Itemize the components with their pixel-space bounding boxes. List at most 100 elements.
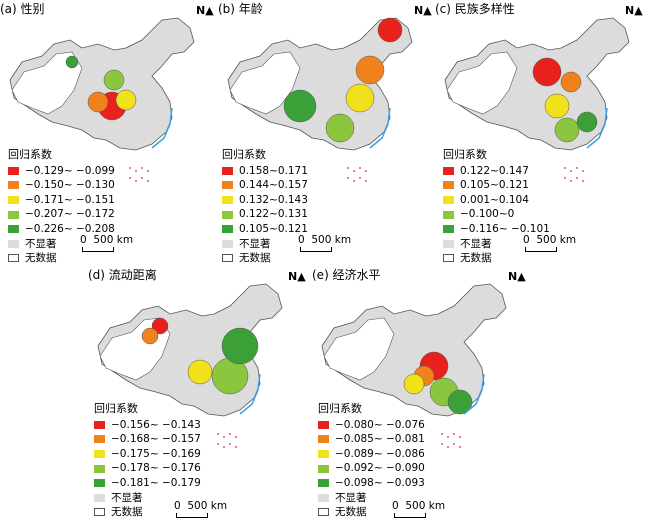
class-region bbox=[544, 93, 570, 119]
legend-item: −0.129~ −0.099 bbox=[8, 164, 115, 179]
class-region bbox=[187, 359, 213, 385]
legend-no-data: 无数据 bbox=[318, 505, 425, 520]
island-dot bbox=[453, 433, 455, 435]
panel-title: (e) 经济水平 bbox=[312, 268, 381, 282]
legend-swatch bbox=[94, 435, 105, 444]
legend-swatch bbox=[222, 225, 233, 234]
island-dot bbox=[141, 167, 143, 169]
legend-no-data: 无数据 bbox=[8, 251, 115, 266]
panel-title: (c) 民族多样性 bbox=[435, 2, 515, 16]
legend-no-data: 无数据 bbox=[94, 505, 201, 520]
legend-item: −0.092~ −0.090 bbox=[318, 461, 425, 476]
legend-item: −0.150~ −0.130 bbox=[8, 178, 115, 193]
island-dot bbox=[359, 167, 361, 169]
map-regions bbox=[227, 17, 413, 182]
map-regions bbox=[97, 283, 283, 448]
island-dot bbox=[235, 446, 237, 448]
coastline bbox=[239, 373, 261, 415]
legend-swatch-white bbox=[443, 254, 454, 263]
legend-swatch bbox=[8, 196, 19, 205]
north-arrow-icon: N▲ bbox=[196, 4, 214, 17]
class-region bbox=[403, 373, 425, 395]
legend: 回归系数 −0.156~ −0.143 −0.168~ −0.157 −0.17… bbox=[94, 402, 201, 520]
class-region bbox=[355, 55, 385, 85]
legend-not-significant: 不显著 bbox=[8, 237, 115, 252]
map-regions bbox=[321, 283, 507, 448]
legend-swatch-gray bbox=[8, 239, 19, 248]
class-region bbox=[325, 113, 355, 143]
scale-bar: 0 500 km bbox=[392, 500, 445, 518]
coastline bbox=[369, 107, 391, 149]
island-dot bbox=[459, 446, 461, 448]
island-dot bbox=[576, 177, 578, 179]
class-region bbox=[141, 327, 159, 345]
island-dot bbox=[223, 436, 225, 438]
class-region bbox=[103, 69, 125, 91]
legend-swatch bbox=[318, 479, 329, 488]
legend-title: 回归系数 bbox=[8, 148, 52, 161]
legend-title: 回归系数 bbox=[443, 148, 487, 161]
legend-item: −0.207~ −0.172 bbox=[8, 207, 115, 222]
island-dot bbox=[147, 180, 149, 182]
legend-not-significant: 不显著 bbox=[443, 237, 550, 252]
legend-item: 0.158~0.171 bbox=[222, 164, 308, 179]
legend-swatch-white bbox=[222, 254, 233, 263]
china-map bbox=[321, 283, 507, 448]
panel-title: (a) 性别 bbox=[0, 2, 45, 16]
island-dot bbox=[129, 167, 131, 169]
class-region bbox=[554, 117, 580, 143]
legend-swatch bbox=[8, 181, 19, 190]
class-region bbox=[283, 89, 317, 123]
legend-swatch bbox=[94, 464, 105, 473]
coastline bbox=[463, 373, 485, 415]
legend-item: −0.116~ −0.101 bbox=[443, 222, 550, 237]
legend-not-significant: 不显著 bbox=[94, 491, 201, 506]
island-dot bbox=[582, 170, 584, 172]
legend-item: −0.085~ −0.081 bbox=[318, 432, 425, 447]
legend-swatch bbox=[318, 464, 329, 473]
legend-swatch bbox=[222, 210, 233, 219]
legend-not-significant: 不显著 bbox=[222, 237, 308, 252]
legend-item: −0.156~ −0.143 bbox=[94, 418, 201, 433]
panel-title: (b) 年龄 bbox=[218, 2, 263, 16]
legend-title: 回归系数 bbox=[222, 148, 266, 161]
island-dot bbox=[353, 170, 355, 172]
legend-item: −0.100~0 bbox=[443, 207, 550, 222]
legend-swatch bbox=[94, 450, 105, 459]
legend-not-significant: 不显著 bbox=[318, 491, 425, 506]
legend-item: −0.098~ −0.093 bbox=[318, 476, 425, 491]
island-dot bbox=[441, 433, 443, 435]
legend-swatch bbox=[443, 196, 454, 205]
island-dot bbox=[359, 177, 361, 179]
island-dot bbox=[135, 170, 137, 172]
legend-swatch bbox=[222, 196, 233, 205]
legend-no-data: 无数据 bbox=[222, 251, 308, 266]
map-panel-c: (c) 民族多样性 N▲ 回归系数 0.122~0.147 0.105~0.12… bbox=[435, 0, 650, 264]
map-panel-b: (b) 年龄 N▲ 回归系数 0.158~0.171 0.144~0.157 0… bbox=[218, 0, 433, 264]
legend-item: 0.144~0.157 bbox=[222, 178, 308, 193]
china-map bbox=[227, 17, 413, 182]
island-dot bbox=[235, 436, 237, 438]
north-arrow-icon: N▲ bbox=[508, 270, 526, 283]
island-dot bbox=[564, 177, 566, 179]
scale-bar: 0 500 km bbox=[523, 234, 576, 252]
china-map bbox=[9, 17, 195, 182]
class-region bbox=[447, 389, 473, 415]
map-panel-e: (e) 经济水平 N▲ 回归系数 −0.080~ −0.076 −0.085~ … bbox=[312, 266, 527, 526]
legend-item: −0.175~ −0.169 bbox=[94, 447, 201, 462]
legend-swatch bbox=[94, 479, 105, 488]
legend-swatch bbox=[318, 435, 329, 444]
legend-swatch bbox=[8, 210, 19, 219]
class-region bbox=[345, 83, 375, 113]
coastline bbox=[586, 107, 608, 149]
map-regions bbox=[444, 17, 630, 182]
legend-swatch bbox=[222, 181, 233, 190]
legend: 回归系数 −0.080~ −0.076 −0.085~ −0.081 −0.08… bbox=[318, 402, 425, 520]
country-outline bbox=[321, 283, 507, 417]
legend-item: −0.171~ −0.151 bbox=[8, 193, 115, 208]
island-dot bbox=[582, 180, 584, 182]
north-arrow-icon: N▲ bbox=[625, 4, 643, 17]
legend-item: −0.168~ −0.157 bbox=[94, 432, 201, 447]
legend-item: 0.105~0.121 bbox=[443, 178, 550, 193]
legend-item: −0.226~ −0.208 bbox=[8, 222, 115, 237]
